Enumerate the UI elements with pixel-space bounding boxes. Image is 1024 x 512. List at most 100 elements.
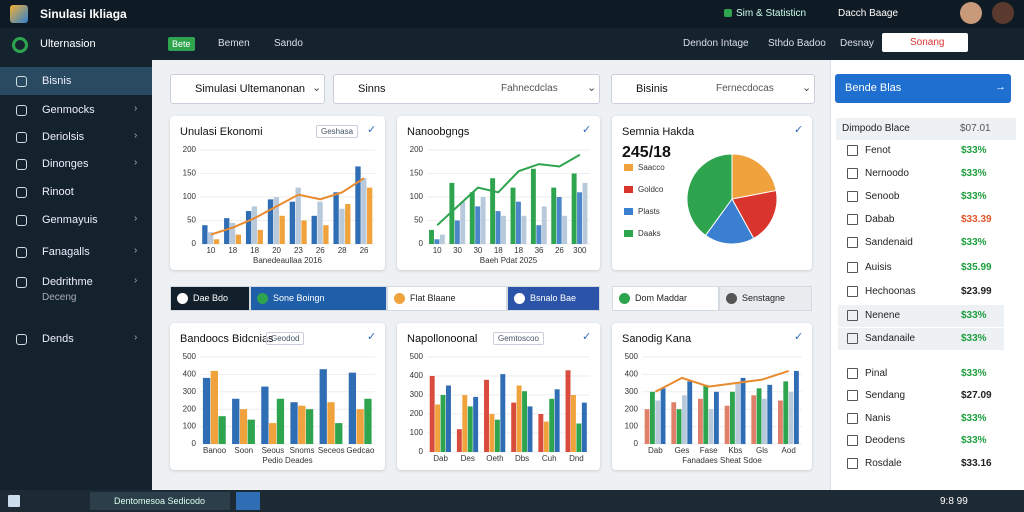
sidebar-item[interactable]: Fanagalls bbox=[42, 246, 90, 258]
line bbox=[436, 153, 581, 226]
sidebar-item[interactable]: Dinonges bbox=[42, 158, 89, 170]
bar bbox=[735, 383, 741, 444]
row-name[interactable]: Auisis bbox=[865, 262, 892, 273]
row-checkbox[interactable] bbox=[847, 237, 858, 248]
pie-total: 245/18 bbox=[622, 144, 671, 161]
row-name[interactable]: Pinal bbox=[865, 368, 888, 379]
bar bbox=[348, 372, 357, 444]
filter-dropdown[interactable]: Bisinis Fernecdocas ⌄ bbox=[611, 74, 815, 104]
panel-button[interactable]: Bende Blas → bbox=[835, 74, 1011, 103]
row-checkbox[interactable] bbox=[847, 390, 858, 401]
row-checkbox[interactable] bbox=[847, 286, 858, 297]
tab[interactable]: Dae Bdo bbox=[170, 286, 250, 311]
tab-label: Flat Blaane bbox=[410, 293, 456, 303]
bar bbox=[335, 423, 343, 444]
bar bbox=[434, 239, 440, 244]
x-tick-label: Oeth bbox=[486, 454, 503, 463]
row-checkbox[interactable] bbox=[847, 214, 858, 225]
row-name[interactable]: Fenot bbox=[865, 145, 891, 156]
sidebar-item[interactable]: Genmocks bbox=[42, 104, 95, 116]
row-name[interactable]: Rosdale bbox=[865, 458, 902, 469]
tab[interactable]: Senstagne bbox=[719, 286, 812, 311]
chevron: › bbox=[134, 213, 138, 224]
card-badge: Geodod bbox=[266, 332, 305, 345]
bar bbox=[345, 204, 351, 244]
sidebar-item[interactable]: Genmayuis bbox=[42, 214, 98, 226]
start-icon[interactable] bbox=[8, 495, 20, 507]
row-checkbox[interactable] bbox=[847, 368, 858, 379]
y-tick-label: 0 bbox=[419, 239, 424, 248]
avatar bbox=[992, 2, 1014, 24]
row-name[interactable]: Deodens bbox=[865, 435, 906, 446]
check: ✓ bbox=[582, 124, 592, 136]
nav-tab[interactable]: Sando bbox=[274, 38, 303, 49]
row-checkbox[interactable] bbox=[847, 435, 858, 446]
y-tick-label: 200 bbox=[410, 409, 424, 418]
sidebar-item[interactable]: Bisnis bbox=[42, 75, 72, 87]
sidebar-item[interactable]: Dedrithme bbox=[42, 276, 93, 288]
row-name[interactable]: Nenene bbox=[865, 310, 901, 321]
y-tick-label: 0 bbox=[634, 439, 639, 448]
row-name[interactable]: Sandenaid bbox=[865, 237, 913, 248]
row-checkbox[interactable] bbox=[847, 168, 858, 179]
bar bbox=[327, 402, 335, 444]
row-name[interactable]: Nernoodo bbox=[865, 168, 909, 179]
sidebar-item[interactable]: Rinoot bbox=[42, 186, 74, 198]
sidebar-item[interactable]: Deriolsis bbox=[42, 131, 85, 143]
bar bbox=[473, 396, 479, 452]
y-tick-label: 0 bbox=[192, 239, 197, 248]
row-name[interactable]: Dabab bbox=[865, 214, 895, 225]
row-name[interactable]: Sendang bbox=[865, 390, 906, 401]
y-tick-label: 100 bbox=[410, 428, 424, 437]
card-title: Nanoobgngs bbox=[407, 126, 470, 138]
x-tick-label: Snoms bbox=[290, 446, 315, 455]
chevron: › bbox=[134, 130, 138, 141]
bar bbox=[650, 391, 655, 444]
row-checkbox[interactable] bbox=[847, 310, 858, 321]
y-tick-label: 500 bbox=[183, 352, 197, 361]
sidebar-icon bbox=[16, 132, 27, 143]
nav-link[interactable]: Sonang bbox=[882, 33, 969, 52]
bar bbox=[475, 206, 481, 244]
tab-icon bbox=[619, 293, 630, 304]
row-value: $33.39 bbox=[961, 214, 992, 225]
tab[interactable]: Bsnalo Bae bbox=[507, 286, 600, 311]
row-value: $33.16 bbox=[961, 458, 992, 469]
app-icon bbox=[10, 5, 28, 23]
pie-slice bbox=[731, 153, 777, 200]
nav-link[interactable]: Dendon Intage bbox=[683, 38, 749, 49]
row-checkbox[interactable] bbox=[847, 191, 858, 202]
row-checkbox[interactable] bbox=[847, 262, 858, 273]
bar bbox=[247, 419, 255, 444]
filter-dropdown[interactable]: Simulasi Ultemanonan ⌄ bbox=[170, 74, 325, 104]
row-name[interactable]: Hechoonas bbox=[865, 286, 916, 297]
tab[interactable]: Flat Blaane bbox=[387, 286, 507, 311]
clock: 9:8 99 bbox=[940, 496, 968, 507]
task-app[interactable] bbox=[90, 492, 230, 510]
row-name[interactable]: Nanis bbox=[865, 413, 891, 424]
row-name[interactable]: Senoob bbox=[865, 191, 900, 202]
tab[interactable]: Dom Maddar bbox=[612, 286, 719, 311]
row-checkbox[interactable] bbox=[847, 145, 858, 156]
nav-link[interactable]: Desnay bbox=[840, 38, 874, 49]
row-checkbox[interactable] bbox=[847, 458, 858, 469]
nav-link[interactable]: Sthdo Badoo bbox=[768, 38, 826, 49]
bar bbox=[767, 384, 773, 444]
task-icon[interactable] bbox=[236, 492, 260, 510]
y-tick-label: 300 bbox=[625, 387, 639, 396]
filter-dropdown[interactable]: Sinns Fahnecdclas ⌄ bbox=[333, 74, 600, 104]
sidebar-item[interactable]: Dends bbox=[42, 333, 74, 345]
chevron: ⌄ bbox=[802, 82, 812, 94]
sidebar-icon bbox=[16, 187, 27, 198]
filter-label: Simulasi Ultemanonan bbox=[195, 83, 306, 95]
bar bbox=[556, 197, 562, 244]
bar bbox=[511, 402, 517, 452]
badge[interactable]: Bete bbox=[168, 37, 195, 51]
nav-tab[interactable]: Bemen bbox=[218, 38, 250, 49]
filter-value: Fahnecdclas bbox=[501, 83, 558, 94]
row-checkbox[interactable] bbox=[847, 413, 858, 424]
row-checkbox[interactable] bbox=[847, 333, 858, 344]
x-axis-label: Pedio Deades bbox=[262, 456, 312, 465]
row-name[interactable]: Sandanaile bbox=[865, 333, 916, 344]
tab[interactable]: Sone Boingn bbox=[250, 286, 387, 311]
